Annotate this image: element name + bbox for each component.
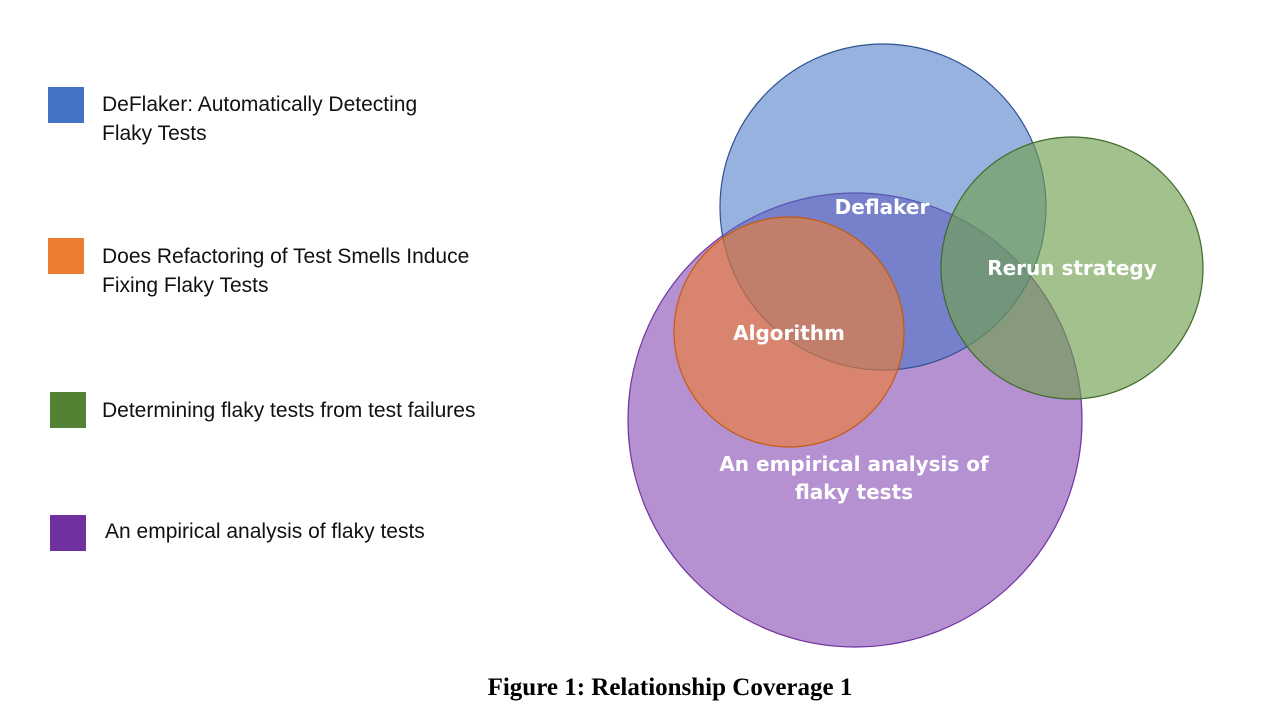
- legend-swatch-orange: [48, 238, 84, 274]
- legend-swatch-green: [50, 392, 86, 428]
- empirical-region-label-line2: flaky tests: [795, 480, 913, 504]
- legend-label-deflaker: DeFlaker: Automatically Detecting Flaky …: [102, 93, 418, 145]
- empirical-region-label-line1: An empirical analysis of: [719, 452, 989, 476]
- legend-swatch-purple: [50, 515, 86, 551]
- figure-caption: Figure 1: Relationship Coverage 1: [487, 674, 853, 701]
- legend-item-determining: Determining flaky tests from test failur…: [48, 392, 532, 428]
- legend-swatch-blue: [48, 87, 84, 123]
- algorithm-circle: [673, 216, 905, 448]
- algorithm-region-label: Algorithm: [733, 321, 845, 345]
- legend-label-determining: Determining flaky tests from test failur…: [102, 399, 476, 422]
- rerun-circle: [940, 136, 1204, 400]
- legend-label-refactoring: Does Refactoring of Test Smells Induce F…: [102, 245, 470, 297]
- legend-item-refactoring: Does Refactoring of Test Smells Induce F…: [48, 238, 532, 300]
- legend-label-empirical: An empirical analysis of flaky tests: [105, 520, 425, 543]
- legend-item-empirical: An empirical analysis of flaky tests: [48, 515, 535, 551]
- legend-item-deflaker: DeFlaker: Automatically Detecting Flaky …: [48, 87, 532, 148]
- rerun-region-label: Rerun strategy: [987, 256, 1157, 280]
- deflaker-region-label: Deflaker: [835, 195, 930, 219]
